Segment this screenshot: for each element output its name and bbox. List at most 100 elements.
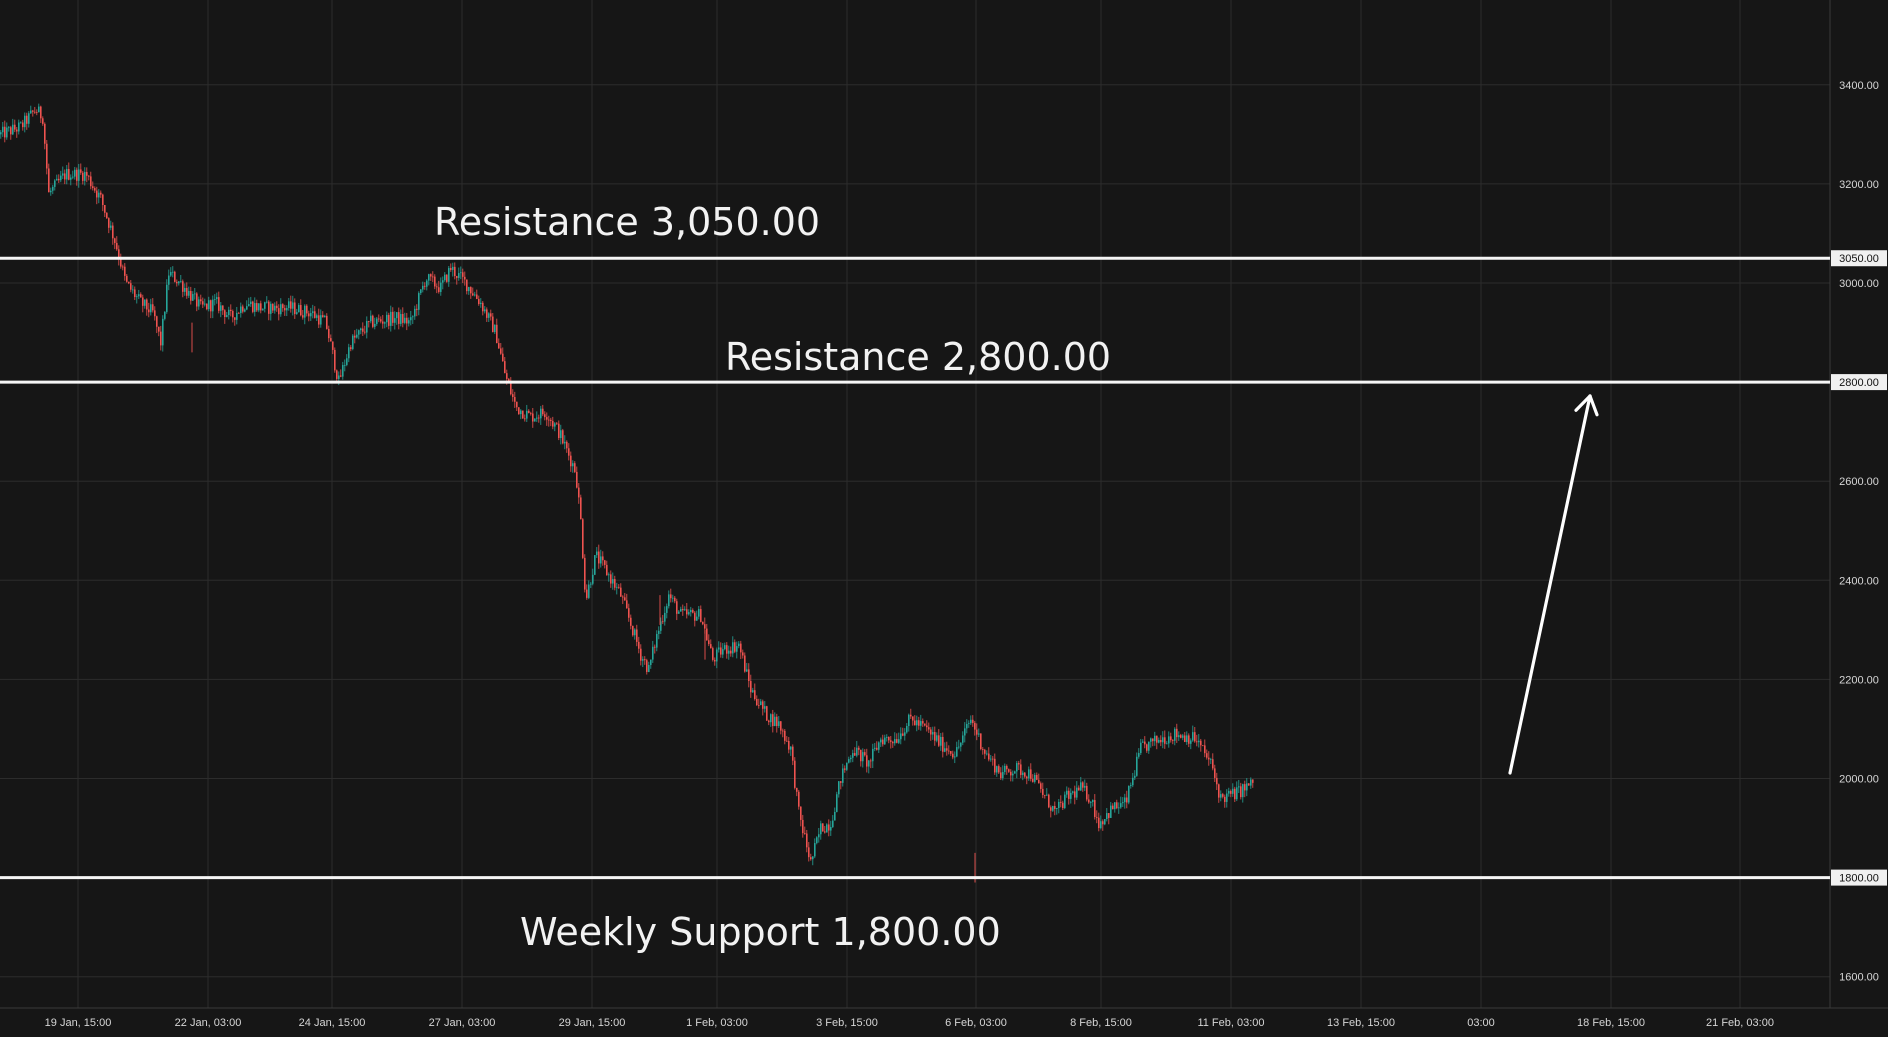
candle bbox=[866, 748, 868, 773]
candle-body bbox=[640, 648, 642, 661]
candle bbox=[388, 312, 390, 330]
y-tick-label: 2000.00 bbox=[1839, 774, 1879, 786]
candle bbox=[1176, 723, 1178, 743]
candle-body bbox=[532, 413, 534, 422]
candle-body bbox=[182, 281, 184, 292]
candle-body bbox=[570, 455, 572, 467]
candle-body bbox=[654, 646, 656, 648]
candle-body bbox=[1212, 759, 1214, 769]
candle bbox=[406, 312, 408, 331]
candle bbox=[1238, 779, 1240, 794]
candle bbox=[498, 338, 500, 349]
candle-body bbox=[646, 660, 648, 672]
candle bbox=[4, 120, 6, 143]
candle-body bbox=[424, 285, 426, 287]
candle-body bbox=[872, 748, 874, 762]
candle bbox=[950, 750, 952, 756]
candle bbox=[1098, 812, 1100, 832]
candle-body bbox=[1028, 769, 1030, 779]
price-series bbox=[0, 103, 1254, 883]
candle bbox=[424, 282, 426, 290]
candle bbox=[1212, 753, 1214, 771]
candle bbox=[358, 329, 360, 340]
candle-body bbox=[1214, 768, 1216, 778]
candle-body bbox=[146, 299, 148, 310]
candle-body bbox=[410, 317, 412, 321]
candle-body bbox=[620, 587, 622, 597]
candle-body bbox=[112, 225, 114, 239]
candle-body bbox=[442, 280, 444, 283]
candle bbox=[1148, 741, 1150, 754]
candle bbox=[356, 328, 358, 339]
candle bbox=[760, 698, 762, 706]
candle bbox=[528, 409, 530, 414]
candle bbox=[66, 164, 68, 185]
candle-body bbox=[226, 315, 228, 318]
candle bbox=[210, 299, 212, 319]
candle bbox=[920, 714, 922, 731]
candle-body bbox=[60, 175, 62, 181]
candle bbox=[768, 719, 770, 726]
candle-body bbox=[36, 112, 38, 113]
candle bbox=[192, 291, 194, 301]
candle-body bbox=[942, 736, 944, 752]
candle bbox=[104, 204, 106, 218]
candle bbox=[366, 316, 368, 339]
candle-body bbox=[572, 463, 574, 467]
candle-body bbox=[166, 284, 168, 312]
candle-body bbox=[52, 186, 54, 191]
candle bbox=[1192, 725, 1194, 742]
candle-body bbox=[1216, 777, 1218, 785]
candle bbox=[318, 308, 320, 329]
candle bbox=[1116, 799, 1118, 810]
candle-body bbox=[544, 414, 546, 418]
candle-body bbox=[378, 318, 380, 320]
candle bbox=[296, 308, 298, 315]
candle bbox=[442, 276, 444, 290]
candle bbox=[488, 312, 490, 323]
level-badge-bg bbox=[1831, 869, 1887, 886]
candle-body bbox=[906, 726, 908, 733]
candle bbox=[390, 305, 392, 332]
candle bbox=[872, 743, 874, 768]
candle-body bbox=[990, 758, 992, 760]
candle bbox=[1082, 781, 1084, 792]
candle bbox=[818, 827, 820, 843]
candle-body bbox=[1186, 735, 1188, 743]
candle-body bbox=[928, 727, 930, 730]
candle bbox=[68, 162, 70, 181]
candle bbox=[1132, 772, 1134, 788]
candle bbox=[94, 186, 96, 193]
candle-body bbox=[388, 314, 390, 326]
candle-body bbox=[4, 126, 6, 138]
candle-body bbox=[1174, 728, 1176, 741]
candle bbox=[746, 662, 748, 673]
candle bbox=[584, 554, 586, 593]
candle bbox=[258, 303, 260, 313]
candle bbox=[874, 742, 876, 752]
candle bbox=[386, 311, 388, 328]
candle-body bbox=[258, 303, 260, 311]
level-price-badge: 1800.00 bbox=[1831, 869, 1887, 886]
x-axis[interactable]: 19 Jan, 15:00 22 Jan, 03:00 24 Jan, 15:00 2… bbox=[45, 1017, 1774, 1029]
candle bbox=[800, 806, 802, 827]
candle bbox=[194, 288, 196, 300]
candle-body bbox=[664, 612, 666, 622]
candle-body bbox=[348, 347, 350, 359]
candle-body bbox=[208, 300, 210, 310]
candle-body bbox=[830, 827, 832, 831]
candle-body bbox=[446, 274, 448, 282]
candle bbox=[656, 630, 658, 652]
x-tick-label: 11 Feb, 03:00 bbox=[1197, 1017, 1264, 1029]
candle bbox=[122, 264, 124, 271]
candle bbox=[204, 298, 206, 307]
candle-body bbox=[46, 143, 48, 169]
candle bbox=[136, 294, 138, 304]
y-axis[interactable]: 3050.00 2800.00 1800.00 3400.00 3200.00 3000.… bbox=[1831, 80, 1887, 984]
candle bbox=[26, 112, 28, 130]
candle bbox=[516, 401, 518, 411]
candle-body bbox=[832, 820, 834, 828]
candle-body bbox=[494, 324, 496, 333]
candle bbox=[1232, 783, 1234, 797]
